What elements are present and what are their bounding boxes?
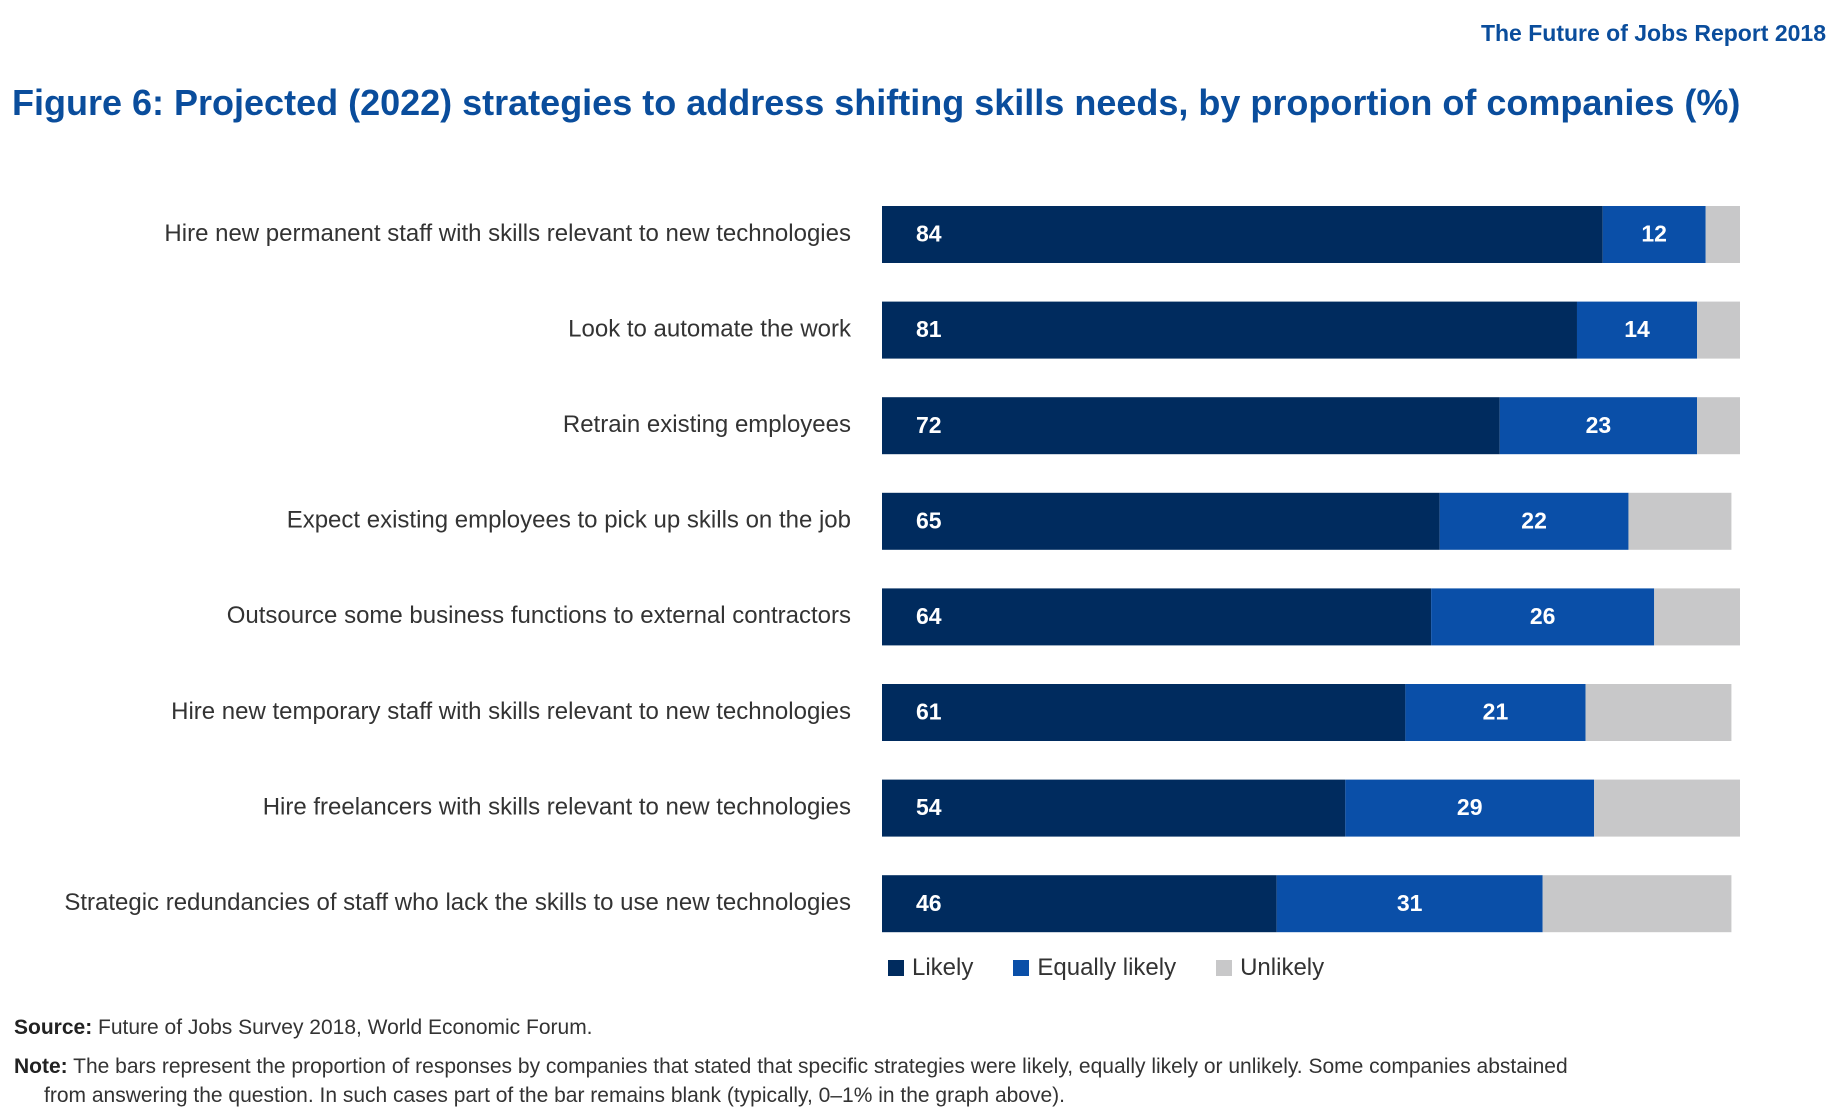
data-label-equally-likely: 31 xyxy=(1397,890,1423,916)
figure-title: Figure 6: Projected (2022) strategies to… xyxy=(12,82,1741,123)
source-label: Source: xyxy=(14,1016,93,1039)
category-label: Strategic redundancies of staff who lack… xyxy=(64,889,851,916)
bar-segment-unlikely xyxy=(1705,206,1740,263)
category-label: Look to automate the work xyxy=(568,315,852,342)
bar-segment-likely xyxy=(882,301,1577,359)
bar-row-hire-freelancers-with-skills-relevant-to: Hire freelancers with skills relevant to… xyxy=(263,779,1740,837)
bar-segment-likely xyxy=(882,779,1346,837)
legend: Likely Equally likely Unlikely xyxy=(888,954,1324,982)
legend-label-equally-likely: Equally likely xyxy=(1037,954,1177,981)
legend-swatch-likely xyxy=(888,960,904,976)
category-label: Hire freelancers with skills relevant to… xyxy=(263,793,851,820)
category-label: Expect existing employees to pick up ski… xyxy=(287,507,851,534)
bar-segment-unlikely xyxy=(1594,779,1740,837)
legend-label-likely: Likely xyxy=(912,954,974,981)
note-text-line-1: The bars represent the proportion of res… xyxy=(73,1055,1568,1078)
data-label-equally-likely: 21 xyxy=(1483,699,1509,725)
legend-swatch-unlikely xyxy=(1216,960,1233,976)
data-label-likely: 81 xyxy=(916,316,942,342)
legend-item-unlikely: Unlikely xyxy=(1216,954,1324,982)
bar-segment-likely xyxy=(882,588,1432,646)
data-label-likely: 61 xyxy=(916,699,942,725)
bar-segment-likely xyxy=(882,875,1277,933)
data-label-equally-likely: 14 xyxy=(1624,316,1650,342)
category-label: Retrain existing employees xyxy=(563,411,851,438)
data-label-equally-likely: 29 xyxy=(1457,794,1483,820)
bar-segment-equally-likely xyxy=(1439,492,1629,550)
bar-segment-equally-likely xyxy=(1345,779,1595,837)
bar-row-retrain-existing-employees: Retrain existing employees 72 23 xyxy=(563,397,1740,455)
bar-segment-likely xyxy=(882,206,1603,263)
bar-segment-unlikely xyxy=(1697,397,1740,455)
bar-segment-equally-likely xyxy=(1499,397,1698,455)
bar-segment-unlikely xyxy=(1542,875,1732,933)
report-name: The Future of Jobs Report 2018 xyxy=(1480,20,1826,46)
bar-segment-likely xyxy=(882,492,1440,550)
data-label-likely: 64 xyxy=(916,603,942,629)
bar-segment-unlikely xyxy=(1628,492,1732,550)
note-label: Note: xyxy=(14,1055,68,1078)
stacked-bar-chart: Hire new permanent staff with skills rel… xyxy=(64,206,1740,933)
data-label-likely: 84 xyxy=(916,221,942,247)
bar-segment-likely xyxy=(882,684,1406,741)
data-label-likely: 54 xyxy=(916,794,942,820)
bar-segment-unlikely xyxy=(1654,588,1740,646)
data-label-likely: 46 xyxy=(916,890,942,916)
category-label: Hire new permanent staff with skills rel… xyxy=(164,220,851,247)
bar-segment-equally-likely xyxy=(1405,684,1586,741)
source-text: Future of Jobs Survey 2018, World Econom… xyxy=(98,1016,593,1039)
legend-item-equally-likely: Equally likely xyxy=(1013,954,1176,982)
source-line: Source: Future of Jobs Survey 2018, Worl… xyxy=(14,1016,593,1040)
bar-segment-likely xyxy=(882,397,1500,455)
data-label-equally-likely: 12 xyxy=(1641,221,1667,247)
bar-row-hire-new-temporary-staff-with-skills-rel: Hire new temporary staff with skills rel… xyxy=(171,684,1732,741)
bar-row-strategic-redundancies-of-staff-who-lack: Strategic redundancies of staff who lack… xyxy=(64,875,1732,933)
legend-label-unlikely: Unlikely xyxy=(1240,954,1325,981)
bar-row-outsource-some-business-functions-to-ext: Outsource some business functions to ext… xyxy=(227,588,1740,646)
bar-row-expect-existing-employees-to-pick-up-ski: Expect existing employees to pick up ski… xyxy=(287,492,1732,550)
legend-swatch-equally-likely xyxy=(1013,960,1030,976)
category-label: Hire new temporary staff with skills rel… xyxy=(171,698,851,725)
data-label-likely: 65 xyxy=(916,507,942,533)
bar-segment-equally-likely xyxy=(1602,206,1706,263)
bar-segment-unlikely xyxy=(1585,684,1732,741)
data-label-equally-likely: 23 xyxy=(1586,412,1612,438)
note-text-line-2: from answering the question. In such cas… xyxy=(44,1084,1065,1107)
bar-segment-equally-likely xyxy=(1576,301,1698,359)
data-label-equally-likely: 26 xyxy=(1530,603,1556,629)
data-label-equally-likely: 22 xyxy=(1521,507,1547,533)
data-label-likely: 72 xyxy=(916,412,942,438)
bar-segment-equally-likely xyxy=(1276,875,1543,933)
bar-row-hire-new-permanent-staff-with-skills-rel: Hire new permanent staff with skills rel… xyxy=(164,206,1740,263)
bar-segment-unlikely xyxy=(1697,301,1740,359)
legend-item-likely: Likely xyxy=(888,954,973,982)
bar-row-look-to-automate-the-work: Look to automate the work 81 14 xyxy=(568,301,1740,359)
category-label: Outsource some business functions to ext… xyxy=(227,602,851,629)
bar-segment-equally-likely xyxy=(1431,588,1655,646)
note-block: Note: The bars represent the proportion … xyxy=(14,1052,1824,1110)
